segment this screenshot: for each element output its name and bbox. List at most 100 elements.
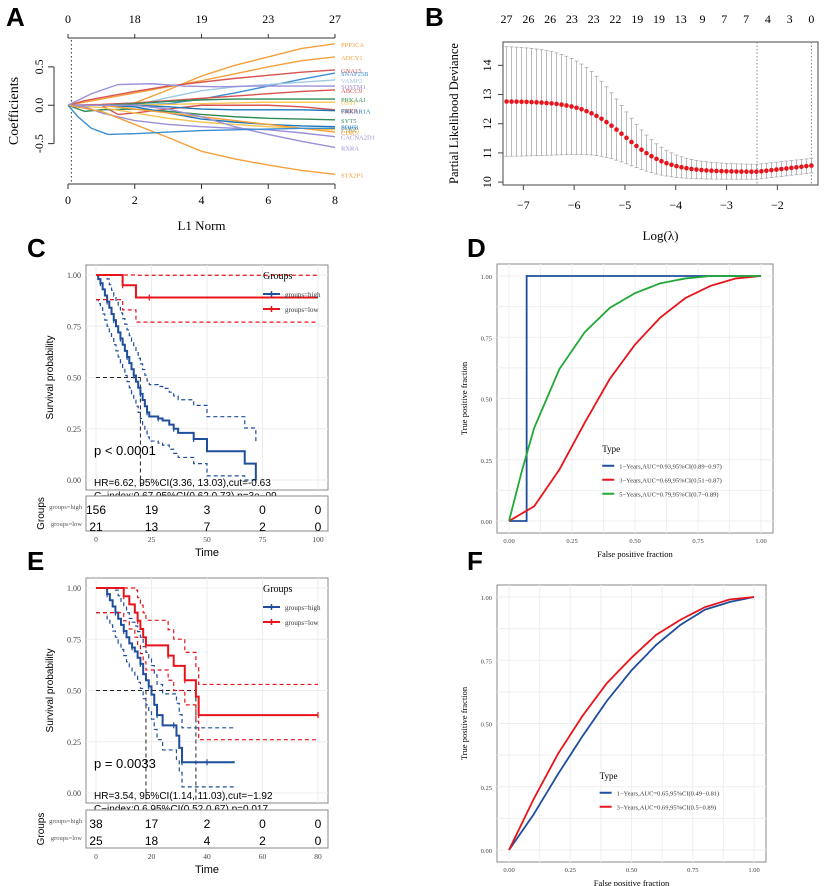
deviance-point (509, 99, 514, 104)
deviance-point (544, 100, 549, 106)
y-tick-label: 0.00 (67, 476, 81, 485)
y-tick-label: 0.25 (481, 785, 492, 792)
deviance-point (519, 99, 524, 105)
top-tick-label: 26 (522, 12, 534, 26)
deviance-point (699, 167, 704, 173)
coef-path-gna15 (67, 69, 336, 106)
risk-count: 0 (259, 817, 266, 831)
chart-c: 0.00 0.25 0.50 0.75 1.00 Survival probability… (36, 264, 329, 559)
risk-count: 17 (145, 817, 159, 831)
deviance-point (794, 165, 799, 170)
y-tick-label: 0.25 (481, 458, 492, 465)
y-tick-label: 0.00 (67, 789, 81, 798)
x-tick-label: 2 (132, 193, 138, 207)
deviance-point (734, 169, 739, 174)
deviance-point (564, 103, 569, 108)
deviance-point (644, 150, 649, 156)
survival-curve-groups=low (96, 587, 318, 717)
x-tick-label: 0.25 (565, 867, 576, 874)
gene-label: PTK2 (341, 126, 357, 133)
y-tick-label: 0.75 (67, 635, 81, 644)
deviance-point (569, 104, 574, 109)
deviance-point (634, 143, 639, 149)
risk-row-label: groups=high (49, 504, 83, 511)
deviance-point (624, 135, 629, 141)
x-tick-label: 0.75 (692, 538, 703, 545)
legend-label: 5−Years,AUC=0.79,95%CI(0.7−0.89) (619, 491, 718, 498)
gene-label: ABCC9 (341, 88, 362, 95)
deviance-point (654, 156, 659, 162)
deviance-point (684, 165, 689, 171)
risk-count: 2 (259, 520, 266, 534)
x-axis-title: Log(λ) (643, 228, 679, 243)
top-tick-label: 22 (609, 12, 621, 26)
deviance-point (754, 169, 759, 175)
gene-label: CREB (341, 108, 359, 115)
legend-label: 1−Years,AUC=0.65,95%CI(0.49−0.81) (617, 790, 720, 797)
y-tick-label: 0.75 (67, 322, 81, 331)
x-tick-label: 0 (65, 193, 71, 207)
legend-title: Type (602, 444, 620, 454)
y-tick-label: 0.50 (481, 722, 492, 729)
x-axis-title: False positive fraction (597, 549, 673, 559)
deviance-point (774, 167, 779, 172)
deviance-point (664, 160, 669, 166)
coef-path-sqstm1 (67, 83, 335, 106)
x-tick-label: 40 (203, 852, 211, 861)
risk-row-label: groups=high (49, 818, 83, 825)
deviance-point (779, 166, 784, 172)
top-tick-label: 3 (787, 12, 793, 26)
x-tick-label: 80 (314, 852, 322, 861)
deviance-point (594, 113, 599, 119)
x-tick-label: 100 (312, 535, 324, 544)
deviance-point (749, 169, 754, 174)
legend-label: groups=high (285, 291, 321, 299)
deviance-point (759, 168, 764, 174)
deviance-point (554, 101, 559, 107)
ci-upper-groups=low (96, 587, 318, 686)
coef-path-stx2p1 (67, 104, 336, 176)
top-tick-label: 7 (721, 12, 727, 26)
x-tick-label: 75 (259, 535, 267, 544)
top-tick-label: 19 (196, 12, 208, 26)
deviance-point (679, 164, 684, 170)
deviance-point (609, 123, 614, 129)
top-tick-label: 13 (675, 12, 687, 26)
y-axis-title: Survival probability (45, 336, 56, 420)
deviance-point (739, 169, 744, 174)
panel-label-f: F (467, 546, 483, 576)
top-tick-label: 4 (765, 12, 771, 26)
x-axis-title: Time (195, 547, 219, 559)
deviance-point (514, 99, 519, 104)
top-tick-label: 19 (653, 12, 665, 26)
panel-label-e: E (27, 546, 45, 576)
risk-count: 4 (204, 834, 211, 848)
roc-curve-1 (509, 275, 761, 522)
risk-table-frame (85, 495, 329, 532)
top-tick-label: 23 (588, 12, 600, 26)
risk-count: 18 (145, 834, 159, 848)
legend-label: 3−Years,AUC=0.69,95%CI(0.5−0.89) (617, 804, 716, 811)
gene-label: PRKAA1 (341, 97, 366, 104)
deviance-point (659, 158, 664, 164)
x-tick-label: −7 (517, 198, 530, 212)
chart-e: 0.00 0.25 0.50 0.75 1.00 Survival probability… (36, 577, 329, 876)
gene-label: PRKAR1A (341, 109, 371, 116)
y-tick-label: 1.00 (481, 595, 492, 602)
coef-path-abcc9 (67, 89, 336, 106)
panel-label-b: B (425, 2, 444, 32)
risk-count: 2 (259, 834, 266, 848)
risk-count: 13 (145, 520, 159, 534)
gene-label: SQSTM1 (341, 84, 366, 91)
deviance-point (649, 153, 654, 159)
deviance-point (689, 166, 694, 172)
x-tick-label: 1.00 (755, 538, 766, 545)
risk-count: 0 (315, 520, 322, 534)
deviance-point (599, 116, 604, 122)
top-tick-label: 19 (631, 12, 643, 26)
gene-label: SNAP25B (341, 71, 369, 78)
x-tick-label: −3 (720, 198, 733, 212)
risk-count: 0 (259, 503, 266, 517)
deviance-point (804, 163, 809, 169)
panel-label-d: D (467, 233, 486, 263)
